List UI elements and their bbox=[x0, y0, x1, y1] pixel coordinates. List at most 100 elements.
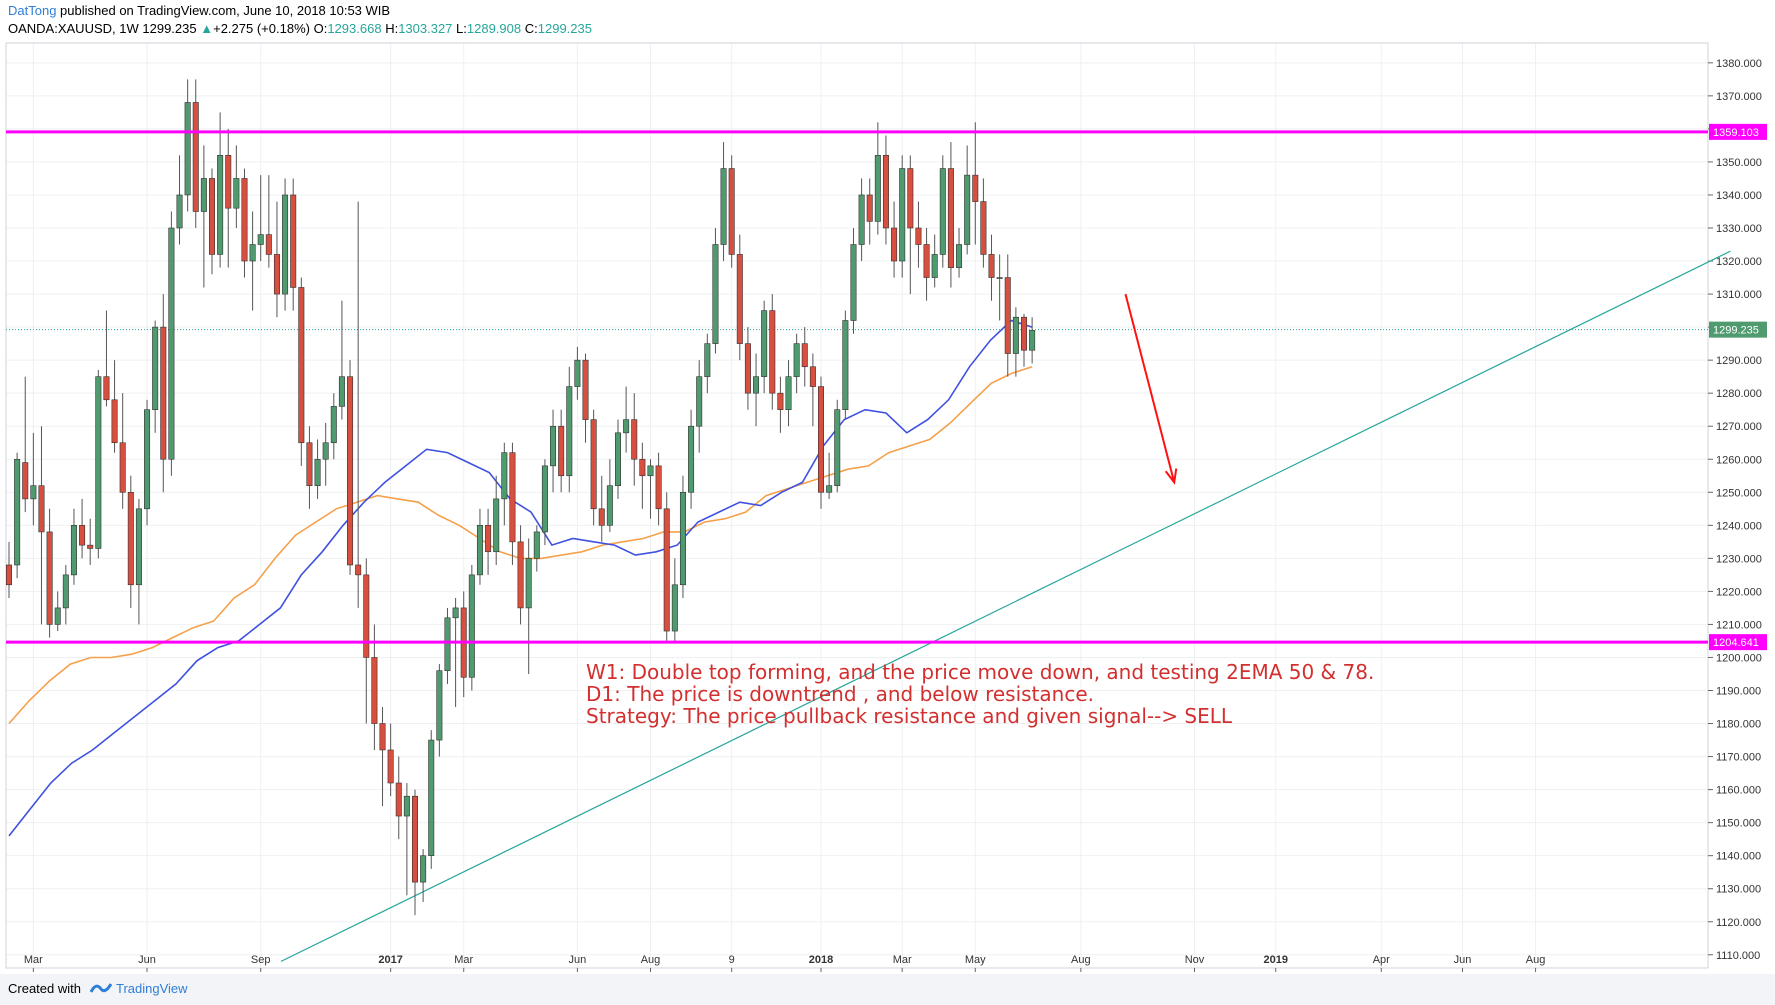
x-tick-label: May bbox=[965, 954, 986, 966]
candle-body bbox=[899, 168, 906, 262]
candle-body bbox=[160, 326, 167, 460]
candle-body bbox=[891, 227, 898, 262]
candle-body bbox=[671, 584, 678, 632]
annotation-line-2: D1: The price is downtrend , and below r… bbox=[586, 682, 1094, 706]
y-tick-label: 1270.000 bbox=[1716, 421, 1762, 433]
high-value: 1303.327 bbox=[398, 21, 453, 36]
candle-body bbox=[225, 155, 232, 209]
candle-body bbox=[184, 102, 191, 196]
candle-body bbox=[95, 376, 102, 549]
candle-body bbox=[46, 531, 53, 625]
candle-body bbox=[436, 670, 443, 741]
candle-body bbox=[688, 425, 695, 493]
candle-body bbox=[290, 194, 297, 288]
candle-body bbox=[639, 458, 646, 477]
candle-body bbox=[282, 194, 289, 295]
candle-body bbox=[509, 452, 516, 543]
candle-body bbox=[298, 287, 305, 444]
candle-body bbox=[850, 244, 857, 321]
candle-body bbox=[168, 227, 175, 460]
x-tick-label: Jun bbox=[569, 954, 587, 966]
candle-body bbox=[420, 855, 427, 883]
candle-body bbox=[6, 564, 13, 586]
sell-arrow-head bbox=[1164, 468, 1178, 485]
candle-body bbox=[192, 102, 199, 212]
candle-body bbox=[1004, 277, 1011, 354]
candle-body bbox=[200, 178, 207, 212]
tradingview-brand-link[interactable]: TradingView bbox=[116, 981, 188, 996]
candle-body bbox=[363, 574, 370, 658]
tradingview-logo-icon[interactable] bbox=[90, 980, 112, 996]
y-tick-label: 1340.000 bbox=[1716, 190, 1762, 202]
candle-body bbox=[574, 359, 581, 387]
x-tick-label: Apr bbox=[1373, 954, 1390, 966]
x-tick-label: Nov bbox=[1185, 954, 1205, 966]
low-label: L: bbox=[456, 21, 467, 36]
candle-body bbox=[744, 343, 751, 394]
candle-body bbox=[533, 531, 540, 559]
candle-body bbox=[338, 376, 345, 407]
candle-body bbox=[87, 544, 94, 549]
candle-body bbox=[647, 465, 654, 477]
candle-body bbox=[663, 508, 670, 632]
candle-body bbox=[379, 723, 386, 751]
candle-body bbox=[834, 409, 841, 486]
candle-body bbox=[712, 244, 719, 344]
candle-body bbox=[541, 465, 548, 533]
created-with-text: Created with bbox=[8, 981, 81, 996]
y-tick-label: 1160.000 bbox=[1716, 785, 1761, 797]
candle-body bbox=[736, 254, 743, 344]
candle-body bbox=[306, 442, 313, 486]
candle-body bbox=[915, 227, 922, 245]
candle-body bbox=[655, 465, 662, 510]
candle-body bbox=[62, 574, 69, 609]
x-tick-label: Aug bbox=[1071, 954, 1091, 966]
candle-body bbox=[801, 343, 808, 368]
y-tick-label: 1320.000 bbox=[1716, 256, 1762, 268]
candle-body bbox=[874, 155, 881, 222]
candle-body bbox=[679, 491, 686, 586]
resistance-price-tag bbox=[1709, 123, 1767, 140]
close-value: 1299.235 bbox=[537, 21, 592, 36]
candle-body bbox=[931, 254, 938, 278]
y-tick-label: 1310.000 bbox=[1716, 289, 1762, 301]
candles-group bbox=[6, 79, 1036, 916]
candle-body bbox=[428, 739, 435, 856]
change-text: +2.275 (+0.18%) bbox=[213, 21, 310, 36]
candle-body bbox=[1020, 316, 1027, 351]
candle-body bbox=[249, 244, 256, 262]
annotation-line-3: Strategy: The price pullback resistance … bbox=[586, 704, 1233, 728]
candle-body bbox=[964, 174, 971, 245]
candle-body bbox=[103, 376, 110, 401]
author-link[interactable]: DatTong bbox=[8, 3, 57, 18]
candle-body bbox=[972, 174, 979, 202]
y-tick-label: 1140.000 bbox=[1716, 851, 1761, 863]
candle-body bbox=[501, 452, 508, 500]
last-price-tag bbox=[1709, 321, 1767, 338]
y-tick-label: 1230.000 bbox=[1716, 553, 1762, 565]
candle-body bbox=[956, 244, 963, 268]
high-label: H: bbox=[385, 21, 399, 36]
candle-body bbox=[947, 168, 954, 268]
candle-body bbox=[826, 485, 833, 493]
y-tick-label: 1220.000 bbox=[1716, 586, 1762, 598]
candle-body bbox=[127, 491, 134, 586]
price-chart[interactable]: 1110.000 1120.000 1130.000 1140.000 1150.000… bbox=[0, 0, 1775, 974]
candle-body bbox=[858, 194, 865, 245]
candle-body bbox=[485, 525, 492, 553]
last-price-label: 1299.235 bbox=[1713, 325, 1759, 337]
candle-body bbox=[631, 419, 638, 460]
candle-body bbox=[411, 795, 418, 883]
candle-body bbox=[403, 795, 410, 817]
y-tick-label: 1210.000 bbox=[1716, 619, 1762, 631]
candle-body bbox=[468, 574, 475, 678]
x-tick-label: Mar bbox=[893, 954, 912, 966]
candle-body bbox=[241, 178, 248, 262]
candle-body bbox=[777, 392, 784, 410]
symbol-info: OANDA:XAUUSD, 1W 1299.235 ▲+2.275 (+0.18… bbox=[8, 21, 592, 36]
y-tick-label: 1350.000 bbox=[1716, 157, 1762, 169]
candle-body bbox=[152, 326, 159, 410]
candle-body bbox=[257, 234, 264, 245]
candle-body bbox=[371, 657, 378, 724]
candle-body bbox=[582, 359, 589, 420]
